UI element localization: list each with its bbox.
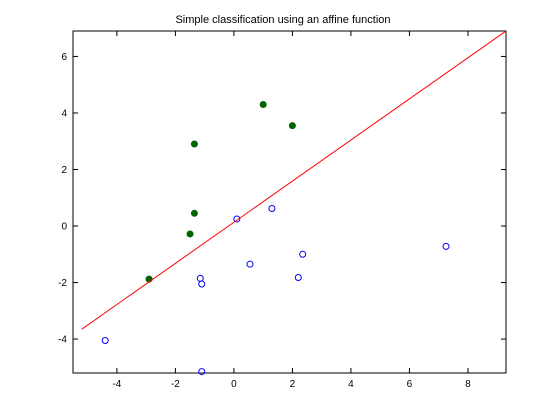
- green-point: [145, 275, 153, 283]
- x-tick-label: -2: [171, 379, 180, 390]
- axes-box: [72, 30, 507, 374]
- blue-point: [101, 336, 109, 344]
- green-point: [186, 230, 194, 238]
- blue-point: [442, 242, 450, 250]
- y-tick-label: -4: [58, 335, 67, 346]
- green-point: [259, 100, 267, 108]
- blue-point: [294, 273, 302, 281]
- x-tick-label: 4: [348, 379, 354, 390]
- blue-point: [198, 280, 206, 288]
- x-tick-label: 8: [465, 379, 471, 390]
- chart-title: Simple classification using an affine fu…: [175, 14, 390, 26]
- blue-point: [299, 250, 307, 258]
- y-tick-label: 4: [61, 108, 67, 119]
- y-tick-label: -2: [58, 278, 67, 289]
- blue-point: [268, 205, 276, 213]
- x-tick-label: -4: [112, 379, 121, 390]
- x-tick-label: 2: [290, 379, 296, 390]
- y-tick-label: 0: [61, 222, 67, 233]
- green-point: [288, 122, 296, 130]
- y-tick-label: 2: [61, 165, 67, 176]
- blue-point: [246, 260, 254, 268]
- plot-area: -4 -2 0 2 4 6 8 -4 -2 0 2 4 6: [58, 30, 507, 390]
- x-tick-label: 0: [231, 379, 237, 390]
- x-tick-label: 6: [407, 379, 413, 390]
- green-point: [190, 209, 198, 217]
- y-tick-label: 6: [61, 52, 67, 63]
- blue-point: [198, 368, 206, 376]
- green-point: [190, 140, 198, 148]
- blue-point: [233, 215, 241, 223]
- decision-line: [81, 31, 506, 330]
